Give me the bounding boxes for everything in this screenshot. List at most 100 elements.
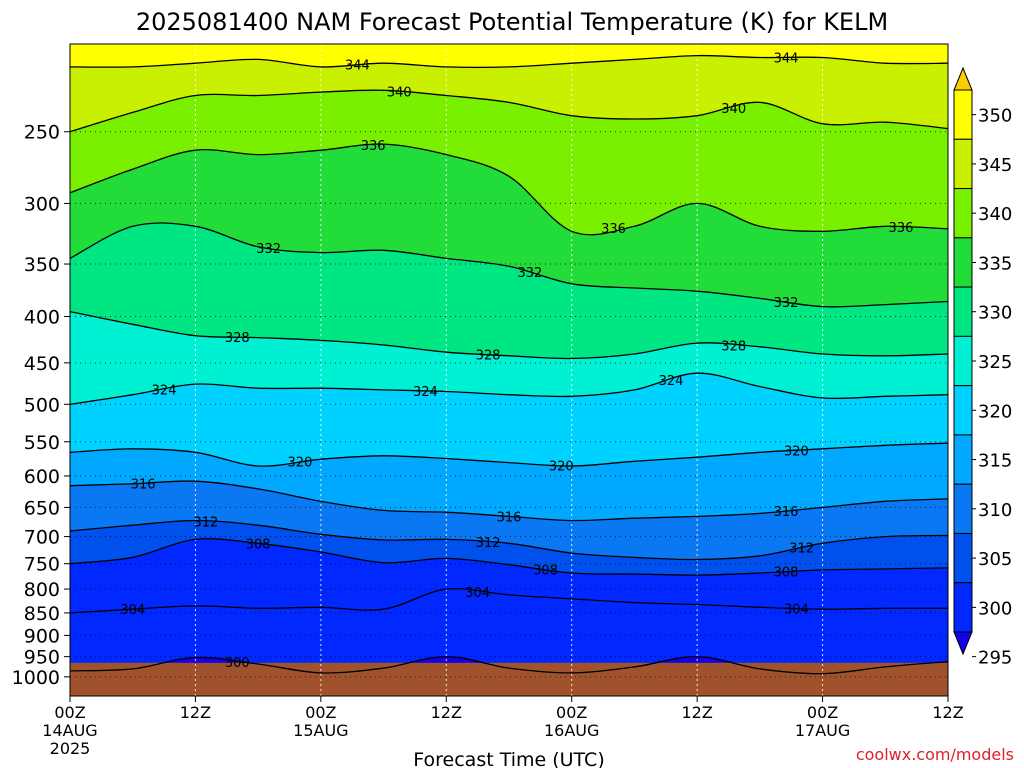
contour-324 [70, 372, 948, 405]
x-tick-label-84: 12Z [932, 703, 963, 722]
fill-band-300 [70, 538, 948, 696]
x-tick-sublabel-48: 16AUG [544, 721, 599, 740]
contour-label-320-17: 320 [549, 459, 574, 474]
colorbar-label-335: 335 [978, 253, 1012, 274]
contour-label-340-3: 340 [721, 102, 746, 117]
contour-label-308-25: 308 [246, 537, 271, 552]
colorbar-segment-3 [953, 237, 973, 288]
contour-label-332-8: 332 [517, 266, 542, 281]
colorbar-segment-4 [953, 286, 973, 337]
contour-label-336-4: 336 [361, 139, 386, 154]
contour-label-324-15: 324 [659, 374, 684, 389]
colorbar-label-330: 330 [978, 303, 1012, 324]
contour-label-316-20: 316 [497, 510, 522, 525]
y-tick-label-400: 400 [24, 307, 60, 329]
contour-label-328-11: 328 [476, 349, 501, 364]
x-tick-label-36: 12Z [431, 703, 462, 722]
contour-label-308-27: 308 [774, 566, 799, 581]
contour-label-300-31: 300 [225, 656, 250, 671]
contour-label-308-26: 308 [533, 564, 558, 579]
y-tick-label-350: 350 [24, 254, 60, 276]
contour-300 [70, 655, 948, 675]
colorbar-segment-5 [953, 335, 973, 387]
y-tick-label-800: 800 [24, 579, 60, 601]
y-tick-label-700: 700 [24, 527, 60, 549]
contour-304 [70, 587, 948, 614]
colorbar-bottom-arrow [953, 631, 973, 656]
colorbar-label-325: 325 [978, 352, 1012, 373]
contour-label-332-9: 332 [774, 296, 799, 311]
contour-336 [70, 143, 948, 236]
contour-label-312-22: 312 [193, 515, 218, 530]
y-tick-label-500: 500 [24, 394, 60, 416]
colorbar-label-300: 300 [978, 598, 1012, 619]
y-tick-label-550: 550 [24, 432, 60, 454]
y-tick-label-750: 750 [24, 554, 60, 576]
colorbar-segment-1 [953, 138, 973, 190]
contour-label-344-1: 344 [774, 52, 799, 67]
y-tick-label-300: 300 [24, 193, 60, 215]
contour-320 [70, 442, 948, 467]
colorbar-label-315: 315 [978, 451, 1012, 472]
y-tick-label-1000: 1000 [12, 667, 60, 689]
contour-label-316-19: 316 [131, 477, 156, 492]
chart-title: 2025081400 NAM Forecast Potential Temper… [136, 8, 888, 36]
x-tick-sublabel-72: 17AUG [795, 721, 850, 740]
colorbar-label-350: 350 [978, 106, 1012, 127]
contour-316 [70, 480, 948, 522]
contour-344 [70, 54, 948, 68]
contour-308 [70, 538, 948, 576]
contour-label-340-2: 340 [387, 86, 412, 101]
contour-340 [70, 89, 948, 133]
contour-label-312-23: 312 [476, 536, 501, 551]
contour-label-304-29: 304 [465, 586, 490, 601]
contour-label-304-30: 304 [784, 602, 809, 617]
y-tick-label-850: 850 [24, 603, 60, 625]
contour-label-336-5: 336 [601, 222, 626, 237]
x-tick-label-48: 00Z [556, 703, 587, 722]
contour-label-320-18: 320 [784, 444, 809, 459]
contour-label-344-0: 344 [345, 59, 370, 74]
y-tick-label-900: 900 [24, 625, 60, 647]
y-tick-label-950: 950 [24, 647, 60, 669]
x-tick-label-72: 00Z [807, 703, 838, 722]
contour-label-316-21: 316 [774, 505, 799, 520]
y-tick-label-450: 450 [24, 353, 60, 375]
colorbar-label-320: 320 [978, 401, 1012, 422]
contour-label-328-12: 328 [721, 339, 746, 354]
contour-label-324-14: 324 [413, 385, 438, 400]
colorbar-segment-6 [953, 385, 973, 436]
colorbar-segment-2 [953, 188, 973, 239]
x-tick-label-24: 00Z [305, 703, 336, 722]
x-tick-sublabel-24: 15AUG [293, 721, 348, 740]
contour-label-312-24: 312 [789, 541, 814, 556]
colorbar-top-arrow [953, 66, 973, 91]
contour-332 [70, 222, 948, 308]
contour-label-320-16: 320 [288, 455, 313, 470]
contour-label-328-10: 328 [225, 331, 250, 346]
contour-label-336-6: 336 [889, 221, 914, 236]
x-axis-label: Forecast Time (UTC) [413, 749, 604, 768]
colorbar-label-340: 340 [978, 204, 1012, 225]
y-tick-label-600: 600 [24, 466, 60, 488]
credit-text: coolwx.com/models [856, 745, 1014, 764]
colorbar-label-305: 305 [978, 549, 1012, 570]
contour-312 [70, 519, 948, 561]
x-tick-sublabel-0: 14AUG [42, 721, 97, 740]
x-tick-label-12: 12Z [180, 703, 211, 722]
colorbar-label-310: 310 [978, 500, 1012, 521]
colorbar-label-295: 295 [978, 648, 1012, 669]
y-tick-label-650: 650 [24, 497, 60, 519]
plot-frame [69, 43, 949, 697]
colorbar-label-345: 345 [978, 155, 1012, 176]
contour-label-324-13: 324 [152, 383, 177, 398]
contour-label-332-7: 332 [256, 242, 281, 257]
colorbar-segment-9 [953, 532, 973, 584]
x-tick-label-60: 12Z [681, 703, 712, 722]
contour-328 [70, 310, 948, 360]
y-tick-label-250: 250 [24, 122, 60, 144]
x-tick-sublabel2-0: 2025 [50, 739, 91, 758]
colorbar-segment-0 [953, 89, 973, 140]
